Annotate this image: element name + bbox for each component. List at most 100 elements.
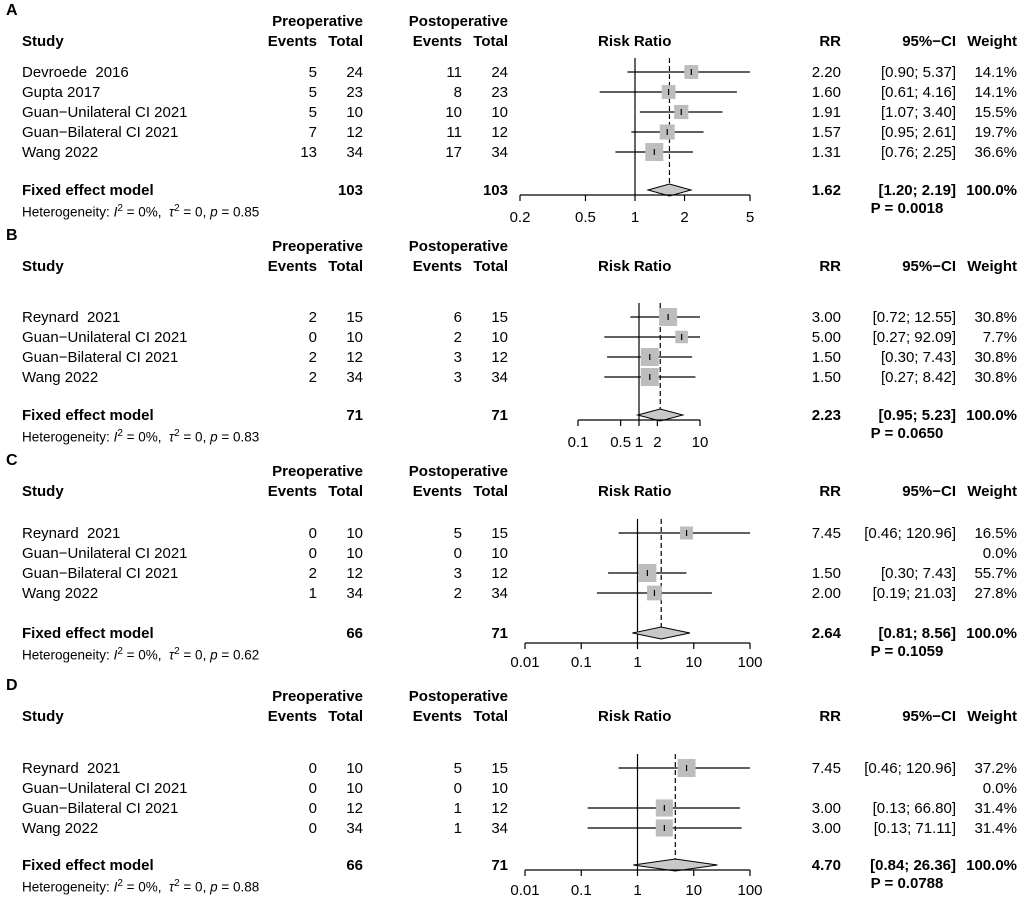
preoperative-group-header: Preoperative bbox=[272, 238, 363, 255]
postoperative-group-header: Postoperative bbox=[408, 688, 508, 705]
heterogeneity-part: 2 bbox=[117, 428, 123, 439]
study-name: Wang 2022 bbox=[22, 585, 99, 602]
study-weight-square bbox=[677, 759, 696, 777]
fixed-effect-label: Fixed effect model bbox=[22, 407, 154, 424]
weight-value: 31.4% bbox=[974, 820, 1017, 837]
heterogeneity-part: = 0, bbox=[179, 879, 211, 895]
fixed-effect-post-total: 71 bbox=[491, 407, 508, 424]
post-events-value: 11 bbox=[446, 124, 462, 141]
study-weight-square bbox=[647, 585, 662, 601]
post-total-value: 10 bbox=[491, 545, 508, 562]
heterogeneity-part: 2 bbox=[174, 428, 180, 439]
post-total-value: 34 bbox=[491, 585, 508, 602]
heterogeneity-text: Heterogeneity: I2 = 0%, τ2 = 0, p = 0.85 bbox=[22, 200, 259, 222]
weight-value: 19.7% bbox=[974, 124, 1017, 141]
pre-events-value: 2 bbox=[308, 565, 317, 582]
pre-total-value: 15 bbox=[346, 309, 363, 326]
weight-value: 31.4% bbox=[974, 800, 1017, 817]
pre-total-value: 12 bbox=[346, 349, 363, 366]
rr-value: 1.50 bbox=[811, 565, 841, 582]
heterogeneity-part: p bbox=[210, 879, 218, 895]
fixed-effect-weight: 100.0% bbox=[966, 625, 1017, 642]
pre-total-value: 12 bbox=[346, 800, 363, 817]
rr-value: 1.31 bbox=[811, 144, 841, 161]
pre-total-column-header: Total bbox=[328, 483, 363, 500]
rr-value: 1.50 bbox=[811, 349, 841, 366]
study-name: Guan−Unilateral CI 2021 bbox=[22, 545, 188, 562]
post-events-value: 17 bbox=[445, 144, 462, 161]
heterogeneity-part: = 0.62 bbox=[217, 647, 260, 663]
risk-ratio-column-header: Risk Ratio bbox=[598, 258, 672, 275]
weight-value: 37.2% bbox=[974, 760, 1017, 777]
rr-value: 3.00 bbox=[811, 800, 841, 817]
heterogeneity-part: p bbox=[210, 647, 218, 663]
study-name: Guan−Bilateral CI 2021 bbox=[22, 124, 179, 141]
post-total-value: 10 bbox=[491, 104, 508, 121]
ci-value: [0.13; 71.11] bbox=[873, 820, 956, 837]
heterogeneity-part: = 0, bbox=[179, 429, 211, 445]
heterogeneity-part: 2 bbox=[174, 646, 180, 657]
postoperative-group-header: Postoperative bbox=[408, 238, 508, 255]
ci-value: [1.07; 3.40] bbox=[880, 104, 956, 121]
pre-events-value: 7 bbox=[308, 124, 317, 141]
pre-total-value: 10 bbox=[346, 525, 363, 542]
x-tick-label: 0.1 bbox=[570, 882, 592, 899]
overall-p-value: P = 0.0650 bbox=[870, 425, 944, 442]
pre-events-value: 0 bbox=[308, 329, 317, 346]
post-events-column-header: Events bbox=[412, 33, 462, 50]
weight-value: 7.7% bbox=[982, 329, 1017, 346]
heterogeneity-part: = 0%, bbox=[122, 879, 170, 895]
fixed-effect-diamond bbox=[635, 408, 685, 422]
ci-value: [0.95; 2.61] bbox=[880, 124, 956, 141]
post-total-column-header: Total bbox=[473, 708, 508, 725]
x-tick-label: 10 bbox=[685, 654, 703, 671]
rr-value: 1.91 bbox=[811, 104, 841, 121]
rr-value: 7.45 bbox=[811, 760, 841, 777]
pre-events-value: 2 bbox=[308, 309, 317, 326]
fixed-effect-label: Fixed effect model bbox=[22, 182, 154, 199]
fixed-effect-ci: [1.20; 2.19] bbox=[878, 182, 956, 199]
pre-events-column-header: Events bbox=[267, 708, 317, 725]
fixed-effect-pre-total: 66 bbox=[346, 625, 363, 642]
pre-events-value: 5 bbox=[308, 64, 317, 81]
pre-total-value: 10 bbox=[346, 760, 363, 777]
post-total-value: 12 bbox=[491, 124, 508, 141]
study-weight-square bbox=[661, 85, 676, 99]
ci-value: [0.30; 7.43] bbox=[880, 565, 956, 582]
rr-value: 2.20 bbox=[811, 64, 841, 81]
study-name: Reynard 2021 bbox=[22, 525, 121, 542]
x-tick-label: 0.01 bbox=[510, 882, 540, 899]
pre-total-column-header: Total bbox=[328, 258, 363, 275]
x-tick-label: 0.2 bbox=[509, 209, 531, 226]
postoperative-group-header: Postoperative bbox=[408, 463, 508, 480]
heterogeneity-part: Heterogeneity: bbox=[22, 204, 114, 220]
ci-value: [0.76; 2.25] bbox=[880, 144, 956, 161]
study-name: Devroede 2016 bbox=[22, 64, 129, 81]
pre-events-value: 2 bbox=[308, 369, 317, 386]
rr-value: 2.00 bbox=[811, 585, 841, 602]
weight-value: 30.8% bbox=[974, 369, 1017, 386]
rr-value: 7.45 bbox=[811, 525, 841, 542]
x-tick-label: 0.5 bbox=[610, 434, 632, 451]
study-weight-square bbox=[640, 368, 659, 386]
weight-column-header: Weight bbox=[967, 258, 1017, 275]
fixed-effect-rr: 2.23 bbox=[811, 407, 841, 424]
fixed-effect-ci: [0.84; 26.36] bbox=[870, 857, 956, 874]
post-total-value: 15 bbox=[491, 309, 508, 326]
panel-label: A bbox=[6, 2, 18, 19]
pre-total-value: 10 bbox=[346, 329, 363, 346]
post-total-value: 24 bbox=[491, 64, 508, 81]
post-total-value: 12 bbox=[491, 565, 508, 582]
post-total-value: 15 bbox=[491, 760, 508, 777]
pre-total-value: 34 bbox=[346, 820, 363, 837]
fixed-effect-rr: 2.64 bbox=[811, 625, 841, 642]
pre-events-column-header: Events bbox=[267, 33, 317, 50]
rr-value: 1.50 bbox=[811, 369, 841, 386]
heterogeneity-text: Heterogeneity: I2 = 0%, τ2 = 0, p = 0.83 bbox=[22, 425, 259, 447]
study-name: Guan−Unilateral CI 2021 bbox=[22, 329, 188, 346]
pre-events-value: 5 bbox=[308, 84, 317, 101]
fixed-effect-diamond bbox=[632, 626, 691, 640]
x-tick-label: 1 bbox=[634, 434, 644, 451]
heterogeneity-part: I bbox=[113, 429, 118, 445]
